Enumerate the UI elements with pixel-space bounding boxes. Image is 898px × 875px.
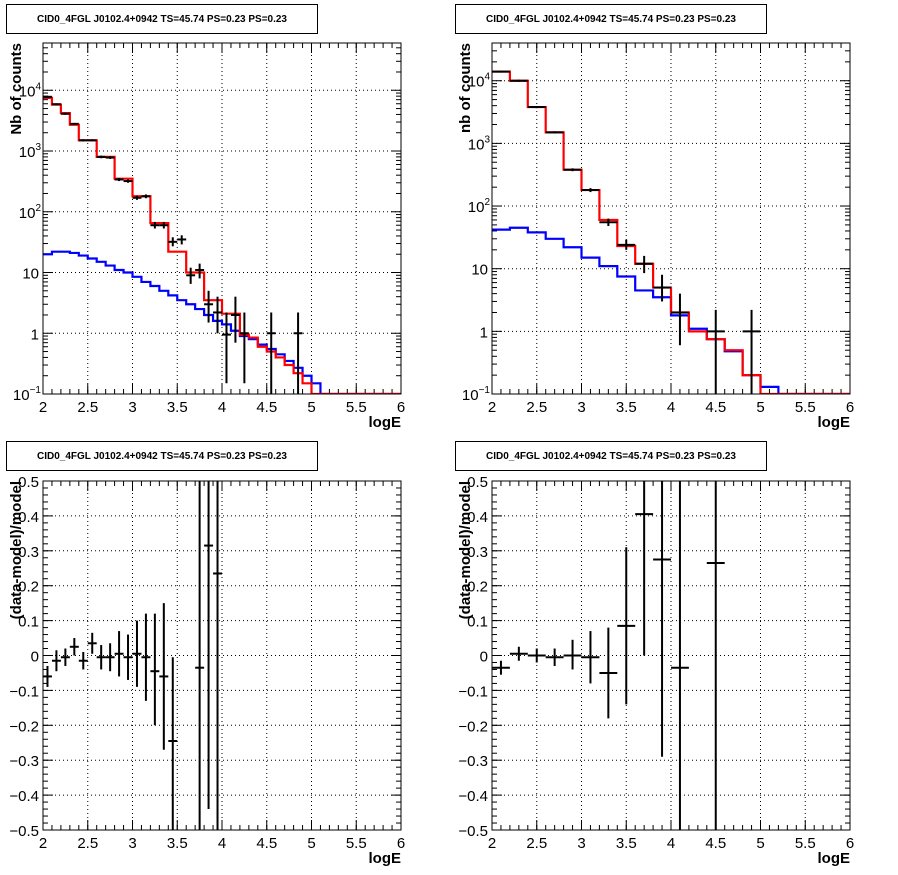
y-tick-label: −0.5 [458,823,488,840]
x-tick-label: 4.5 [705,399,726,416]
x-tick-label: 2.5 [526,835,547,852]
y-tick-label: 0.5 [18,474,39,491]
panel-title-counts-right: CID0_4FGL J0102.4+0942 TS=45.74 PS=0.23 … [455,4,767,34]
source-model-step-line [43,250,401,394]
x-tick-label: 5 [756,835,764,852]
y-tick-label: −0.5 [9,823,39,840]
x-tick-label: 3.5 [616,835,637,852]
y-tick-label: 0 [31,649,39,666]
x-tick-label: 3 [128,835,136,852]
x-tick-label: 2 [39,835,47,852]
y-tick-label: 103 [19,142,42,161]
x-tick-label: 6 [846,835,854,852]
y-tick-label: 10 [22,266,39,283]
y-tick-label: 0.3 [18,544,39,561]
x-axis-label: logE [818,850,851,867]
plot-area [43,481,222,830]
x-tick-label: 3 [128,399,136,416]
y-tick-label: 0.3 [467,544,488,561]
x-tick-label: 3.5 [167,399,188,416]
y-tick-label: −0.4 [9,788,39,805]
y-axis-label: (data-model)/model [457,481,474,619]
y-tick-label: −0.2 [9,718,39,735]
x-tick-label: 3 [577,399,585,416]
x-tick-label: 4 [667,835,675,852]
total-model-step-line [43,96,401,394]
y-tick-label: −0.4 [458,788,488,805]
y-tick-label: 0.1 [467,614,488,631]
plot-frame [491,42,851,395]
plot-area [492,70,850,394]
x-tick-label: 5 [307,399,315,416]
x-tick-label: 5.5 [346,835,367,852]
y-tick-label: 10 [471,262,488,279]
plot-frame [491,480,851,831]
x-axis-label: logE [369,850,402,867]
x-tick-label: 2.5 [77,835,98,852]
x-tick-label: 4.5 [256,399,277,416]
x-tick-label: 3 [577,835,585,852]
y-tick-label: −0.3 [9,753,39,770]
panel-title-residual-right: CID0_4FGL J0102.4+0942 TS=45.74 PS=0.23 … [455,441,767,471]
chart-panel-1: 2 2.5 3 3.5 4 4.5 5 5.5 6 10−1 1 10 102 103 104 logE nb … [457,42,854,431]
panel-title-counts-left: CID0_4FGL J0102.4+0942 TS=45.74 PS=0.23 … [6,4,318,34]
x-tick-label: 4.5 [705,835,726,852]
y-axis-label: (data-model)/model [8,481,25,619]
x-tick-label: 6 [397,835,405,852]
x-tick-label: 2.5 [77,399,98,416]
y-tick-label: −0.3 [458,753,488,770]
y-tick-label: −0.1 [9,683,39,700]
y-tick-label: 102 [468,197,491,216]
y-tick-label: 10−1 [13,385,42,404]
x-tick-label: 6 [846,399,854,416]
y-tick-label: 0.1 [18,614,39,631]
y-tick-label: 0.5 [467,474,488,491]
x-tick-label: 5 [307,835,315,852]
x-tick-label: 5 [756,399,764,416]
total-model-step-line [492,70,850,394]
x-axis-label: logE [818,414,851,431]
y-tick-label: −0.2 [458,718,488,735]
x-tick-label: 5.5 [795,835,816,852]
y-tick-label: 0.2 [18,579,39,596]
plot-area [43,95,401,394]
x-tick-label: 2 [488,399,496,416]
y-tick-label: 10−1 [462,385,491,404]
y-tick-label: 102 [19,203,42,222]
x-tick-label: 2 [488,835,496,852]
y-axis-label: Nb of counts [8,43,25,135]
x-tick-label: 2 [39,399,47,416]
y-tick-label: 0.4 [18,509,39,526]
chart-panel-0: 2 2.5 3 3.5 4 4.5 5 5.5 6 10−1 1 10 102 103 104 logE Nb … [8,42,405,431]
y-axis-label: nb of counts [457,43,474,133]
y-tick-label: 0.2 [467,579,488,596]
x-tick-label: 6 [397,399,405,416]
y-tick-label: 1 [480,324,488,341]
panel-title-residual-left: CID0_4FGL J0102.4+0942 TS=45.74 PS=0.23 … [6,441,318,471]
plot-area [492,481,725,830]
y-tick-label: 0.4 [467,509,488,526]
y-tick-label: 1 [31,326,39,343]
x-tick-label: 2.5 [526,399,547,416]
chart-panel-2: 2 2.5 3 3.5 4 4.5 5 5.5 6 −0.5 −0.4 −0.3 −0.2 −0.1 0 0.… [8,474,405,867]
x-tick-label: 3.5 [616,399,637,416]
x-tick-label: 4 [667,399,675,416]
x-tick-label: 5.5 [795,399,816,416]
x-tick-label: 3.5 [167,835,188,852]
x-tick-label: 4 [218,399,226,416]
x-tick-label: 5.5 [346,399,367,416]
x-tick-label: 4 [218,835,226,852]
plot-frame [42,480,402,831]
x-axis-label: logE [369,414,402,431]
chart-panel-3: 2 2.5 3 3.5 4 4.5 5 5.5 6 −0.5 −0.4 −0.3 −0.2 −0.1 0 0.… [457,474,854,867]
plot-frame [42,42,402,395]
y-tick-label: 103 [468,134,491,153]
y-tick-label: 104 [468,72,491,91]
y-tick-label: 0 [480,649,488,666]
x-tick-label: 4.5 [256,835,277,852]
y-tick-label: 104 [19,81,42,100]
y-tick-label: −0.1 [458,683,488,700]
